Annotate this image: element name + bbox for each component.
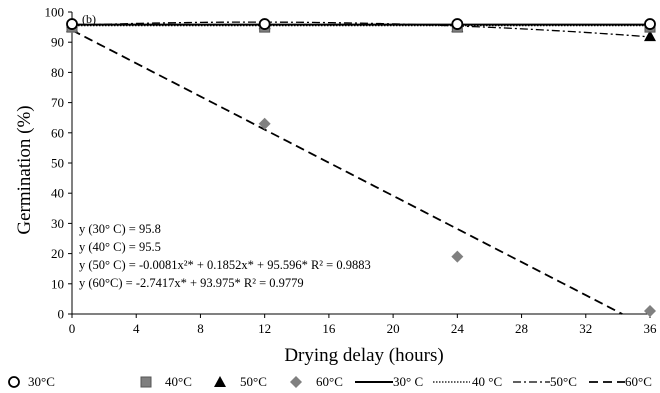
marker-60c [258, 117, 271, 130]
x-tick-label: 8 [197, 321, 204, 336]
x-tick-label: 16 [322, 321, 336, 336]
y-tick-label: 100 [45, 5, 65, 20]
marker-30c [66, 18, 78, 30]
y-tick-label: 30 [51, 216, 64, 231]
x-tick-label: 28 [515, 321, 528, 336]
equation-50: y (50° C) = -0.0081x²* + 0.1852x* + 95.5… [79, 258, 371, 272]
fit-line-60 [71, 29, 623, 315]
axes [68, 11, 651, 318]
y-tick-label: 60 [51, 125, 64, 140]
y-tick-label: 80 [51, 65, 64, 80]
equation-block: y (30° C) = 95.8 y (40° C) = 95.5 y (50°… [79, 222, 371, 290]
equation-60: y (60°C) = -2.7417x* + 93.975* R² = 0.97… [79, 276, 304, 290]
y-axis-title: Germination (%) [14, 105, 35, 234]
x-tick-label: 24 [451, 321, 465, 336]
legend-label-60: 60°C [316, 374, 343, 389]
y-tick-label: 10 [51, 276, 64, 291]
y-tick-label: 20 [51, 246, 64, 261]
y-tick-label: 40 [51, 186, 64, 201]
data-markers [66, 18, 656, 317]
legend-fit-40: 40 °C [472, 374, 502, 389]
legend-label-30: 30°C [28, 374, 55, 389]
y-tick-label: 90 [51, 35, 64, 50]
legend-marker-50 [214, 376, 226, 387]
x-axis-title: Drying delay (hours) [284, 345, 443, 366]
legend-fit-30: 30° C [393, 374, 423, 389]
equation-40: y (40° C) = 95.5 [79, 240, 161, 254]
legend-fit-60: 60°C [625, 374, 652, 389]
legend-marker-30 [8, 376, 20, 388]
y-tick-label: 70 [51, 95, 64, 110]
fit-line-50 [71, 21, 651, 38]
panel-label: (b) [82, 12, 96, 26]
y-tick-label: 0 [58, 307, 65, 322]
x-tick-label: 4 [133, 321, 140, 336]
legend-marker-40 [140, 376, 152, 388]
fit-lines [71, 21, 651, 315]
x-tick-label: 20 [387, 321, 400, 336]
legend-label-40: 40°C [165, 374, 192, 389]
x-tick-label: 12 [258, 321, 271, 336]
marker-60c [451, 250, 464, 263]
legend-marker-60 [290, 376, 302, 388]
y-tick-label: 50 [51, 156, 64, 171]
marker-30c [258, 18, 271, 30]
marker-50c [644, 30, 656, 42]
x-tick-label: 0 [69, 321, 76, 336]
marker-30c [451, 18, 464, 30]
x-tick-label: 32 [579, 321, 592, 336]
tick-labels: 0 10 20 30 40 50 60 70 80 90 100 0 4 8 12 16 20 24 28 32 36 [45, 5, 658, 337]
marker-30c [644, 18, 656, 30]
marker-60c [644, 304, 656, 317]
legend-fit-50: 50°C [550, 374, 577, 389]
equation-30: y (30° C) = 95.8 [79, 222, 161, 236]
legend-label-50: 50°C [240, 374, 267, 389]
x-tick-label: 36 [644, 321, 658, 336]
legend: 30°C 40°C 50°C 60°C 30° C 40 °C 50°C 60°… [8, 374, 652, 389]
